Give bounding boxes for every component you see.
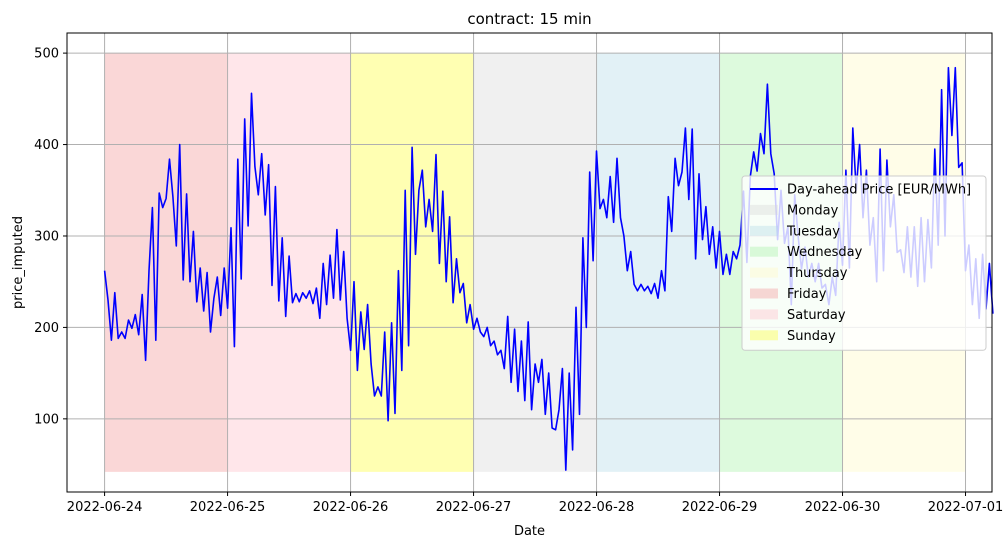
legend-label: Thursday xyxy=(786,266,848,281)
x-tick-label: 2022-06-29 xyxy=(682,500,758,515)
legend-patch-swatch xyxy=(750,225,778,236)
band-friday xyxy=(104,53,228,472)
chart-title: contract: 15 min xyxy=(467,10,591,28)
x-tick-label: 2022-07-01 xyxy=(928,500,1004,515)
legend-box xyxy=(741,175,987,351)
x-tick-label: 2022-06-30 xyxy=(805,500,881,515)
legend-label: Monday xyxy=(787,203,839,218)
legend: Day-ahead Price [EUR/MWh] Monday Tuesday We… xyxy=(741,175,987,351)
legend-label: Saturday xyxy=(787,308,846,323)
x-tick-label: 2022-06-28 xyxy=(559,500,635,515)
legend-patch-swatch xyxy=(750,204,778,215)
legend-patch-swatch xyxy=(750,267,778,278)
x-axis-label: Date xyxy=(514,524,545,539)
y-axis-ticks: 100 200 300 400 500 xyxy=(34,47,67,427)
legend-label: Tuesday xyxy=(786,224,840,239)
x-tick-label: 2022-06-26 xyxy=(313,500,389,515)
x-tick-label: 2022-06-24 xyxy=(67,500,143,515)
legend-label: Friday xyxy=(787,287,827,302)
y-tick-label: 300 xyxy=(34,229,59,244)
legend-patch-swatch xyxy=(750,330,778,341)
y-tick-label: 200 xyxy=(34,321,59,336)
grid-lines xyxy=(67,33,992,492)
y-tick-label: 400 xyxy=(34,138,59,153)
legend-patch-swatch xyxy=(750,246,778,257)
legend-patch-swatch xyxy=(750,288,778,299)
legend-label: Sunday xyxy=(787,329,836,344)
axes-frame xyxy=(66,32,993,493)
y-axis-label: price_imputed xyxy=(11,216,26,309)
y-tick-label: 100 xyxy=(34,412,59,427)
x-tick-label: 2022-06-25 xyxy=(190,500,266,515)
x-axis-ticks: 2022-06-24 2022-06-25 2022-06-26 2022-06-27… xyxy=(67,492,1004,515)
band-monday xyxy=(473,53,597,472)
y-tick-label: 500 xyxy=(34,47,59,62)
legend-label: Day-ahead Price [EUR/MWh] xyxy=(787,183,971,198)
legend-patch-swatch xyxy=(750,309,778,320)
x-tick-label: 2022-06-27 xyxy=(436,500,512,515)
legend-label: Wednesday xyxy=(787,245,863,260)
band-sunday xyxy=(350,53,474,472)
band-tuesday xyxy=(596,53,720,472)
